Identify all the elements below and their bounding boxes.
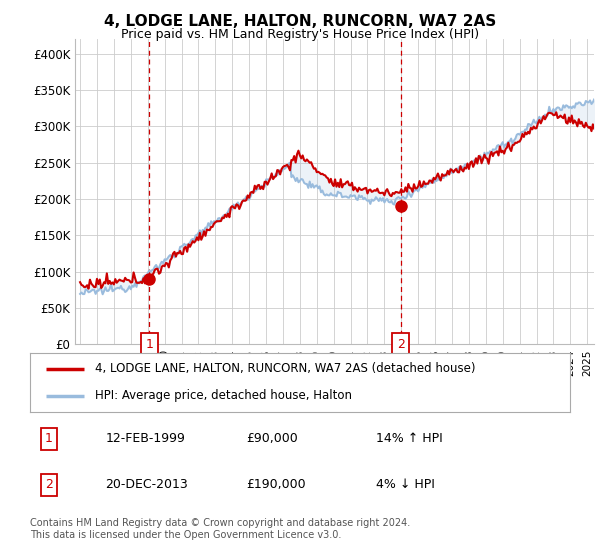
Text: Price paid vs. HM Land Registry's House Price Index (HPI): Price paid vs. HM Land Registry's House … [121,28,479,41]
Text: 4, LODGE LANE, HALTON, RUNCORN, WA7 2AS: 4, LODGE LANE, HALTON, RUNCORN, WA7 2AS [104,14,496,29]
Text: 2: 2 [397,338,405,351]
Text: 1: 1 [145,338,154,351]
Text: £190,000: £190,000 [246,478,305,492]
Text: 14% ↑ HPI: 14% ↑ HPI [376,432,442,445]
Text: Contains HM Land Registry data © Crown copyright and database right 2024.
This d: Contains HM Land Registry data © Crown c… [30,518,410,540]
Text: 20-DEC-2013: 20-DEC-2013 [106,478,188,492]
Text: 4% ↓ HPI: 4% ↓ HPI [376,478,434,492]
Text: 12-FEB-1999: 12-FEB-1999 [106,432,185,445]
Text: 1: 1 [45,432,53,445]
Text: 2: 2 [45,478,53,492]
Text: £90,000: £90,000 [246,432,298,445]
Text: 4, LODGE LANE, HALTON, RUNCORN, WA7 2AS (detached house): 4, LODGE LANE, HALTON, RUNCORN, WA7 2AS … [95,362,475,375]
Text: HPI: Average price, detached house, Halton: HPI: Average price, detached house, Halt… [95,389,352,402]
